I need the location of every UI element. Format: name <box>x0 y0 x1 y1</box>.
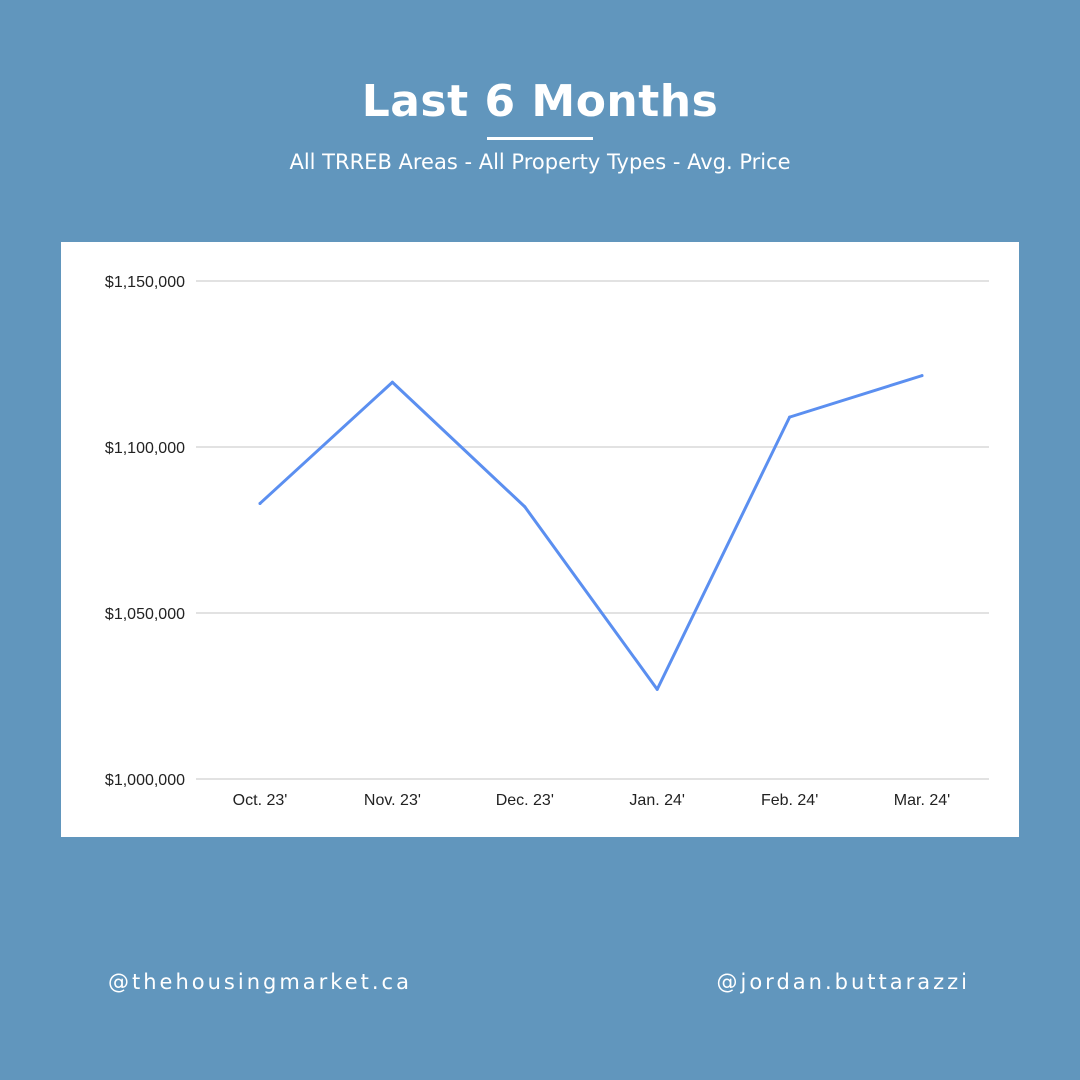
x-axis-tick-labels: Oct. 23' Nov. 23' Dec. 23' Jan. 24' Feb. 24'… <box>233 792 951 809</box>
series-layer <box>258 374 924 691</box>
footer-handle-left: @thehousingmarket.ca <box>108 970 412 994</box>
x-tick-label: Jan. 24' <box>629 792 685 809</box>
x-tick-label: Nov. 23' <box>364 792 421 809</box>
y-tick-label: $1,100,000 <box>105 440 185 457</box>
y-tick-label: $1,150,000 <box>105 274 185 291</box>
data-point <box>920 374 924 378</box>
footer-handle-right: @jordan.buttarazzi <box>716 970 970 994</box>
title-underline <box>487 137 593 140</box>
x-tick-label: Mar. 24' <box>894 792 950 809</box>
data-point <box>390 380 394 384</box>
grid-lines <box>196 280 989 780</box>
page-title: Last 6 Months <box>361 76 719 127</box>
page-subtitle: All TRREB Areas - All Property Types - A… <box>289 150 791 174</box>
y-tick-label: $1,000,000 <box>105 772 185 789</box>
data-point <box>523 505 527 509</box>
y-tick-label: $1,050,000 <box>105 606 185 623</box>
x-tick-label: Oct. 23' <box>233 792 288 809</box>
x-tick-label: Feb. 24' <box>761 792 818 809</box>
y-axis-tick-labels: $1,000,000 $1,050,000 $1,100,000 $1,150,000 <box>105 274 185 789</box>
data-point <box>655 687 659 691</box>
chart-card: $1,000,000 $1,050,000 $1,100,000 $1,150,000… <box>61 242 1019 837</box>
data-point <box>258 501 262 505</box>
line-chart: $1,000,000 $1,050,000 $1,100,000 $1,150,000… <box>105 274 989 809</box>
data-point <box>788 415 792 419</box>
x-tick-label: Dec. 23' <box>496 792 554 809</box>
series-line <box>258 374 924 691</box>
